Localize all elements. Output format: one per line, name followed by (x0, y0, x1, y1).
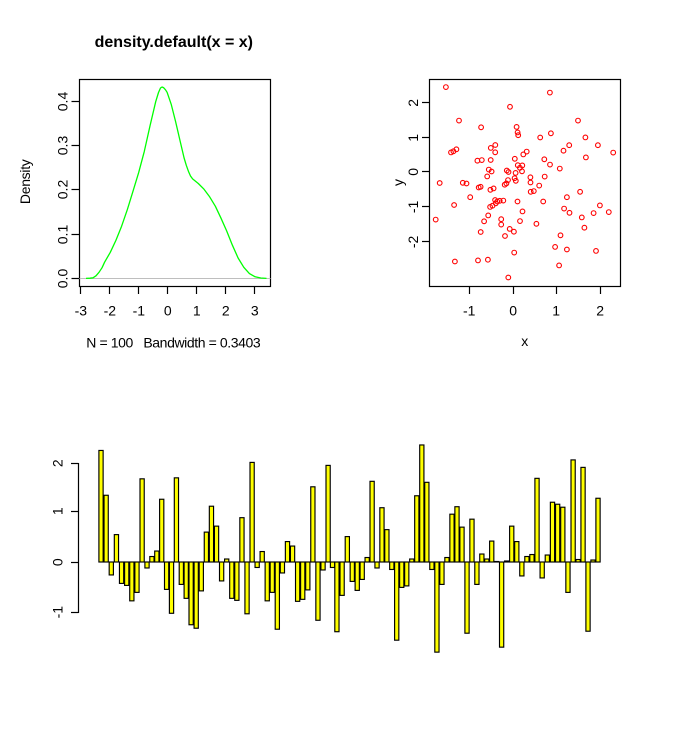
svg-text:0.0: 0.0 (55, 269, 71, 289)
svg-text:0: 0 (509, 303, 517, 319)
svg-text:0.3: 0.3 (55, 136, 71, 156)
svg-text:-3: -3 (75, 303, 88, 319)
svg-text:2: 2 (222, 303, 230, 319)
svg-text:x: x (521, 333, 528, 349)
svg-text:1: 1 (50, 507, 66, 515)
svg-text:1: 1 (405, 134, 421, 142)
svg-text:-2: -2 (405, 235, 421, 248)
svg-text:-2: -2 (104, 303, 117, 319)
svg-text:3: 3 (251, 303, 259, 319)
svg-text:2: 2 (596, 303, 604, 319)
svg-text:2: 2 (405, 99, 421, 107)
svg-text:y: y (390, 179, 406, 186)
svg-text:2: 2 (50, 459, 66, 467)
svg-text:0.4: 0.4 (55, 92, 71, 112)
svg-text:1: 1 (193, 303, 201, 319)
svg-text:density.default(x = x): density.default(x = x) (95, 34, 253, 51)
svg-text:N = 100 Bandwidth = 0.3403: N = 100 Bandwidth = 0.3403 (86, 335, 261, 351)
svg-text:0.2: 0.2 (55, 180, 71, 200)
svg-text:-1: -1 (133, 303, 146, 319)
svg-text:0: 0 (50, 558, 66, 566)
svg-text:-1: -1 (405, 200, 421, 213)
svg-text:-1: -1 (463, 303, 476, 319)
svg-text:0.1: 0.1 (55, 225, 71, 245)
svg-text:1: 1 (552, 303, 560, 319)
svg-text:0: 0 (405, 168, 421, 176)
svg-text:-1: -1 (50, 606, 66, 619)
svg-text:0: 0 (164, 303, 172, 319)
svg-text:Density: Density (17, 159, 33, 204)
